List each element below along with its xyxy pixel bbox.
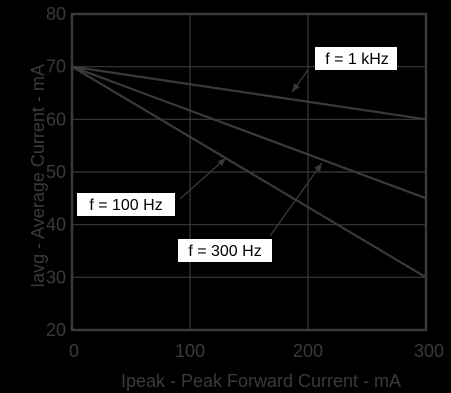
arrow-head xyxy=(314,163,322,172)
series-line-0 xyxy=(71,65,427,121)
series-name: f = 100 Hz xyxy=(89,197,162,214)
leader-line xyxy=(269,162,323,237)
y-tick-label: 30 xyxy=(46,267,66,287)
label-box xyxy=(178,239,272,262)
y-tick-label: 70 xyxy=(46,57,66,77)
series-annotations: f = 1 kHz f = 100 Hz f = 300 Hz xyxy=(77,47,397,262)
series-label-0: f = 1 kHz xyxy=(291,47,397,93)
y-tick-label: 50 xyxy=(46,162,66,182)
plot-frame xyxy=(70,12,428,332)
series-line-2 xyxy=(71,65,427,279)
label-box xyxy=(315,47,397,70)
series-name: f = 1 kHz xyxy=(325,51,389,68)
series-label-2: f = 300 Hz xyxy=(178,162,323,262)
x-tick-label: 300 xyxy=(414,341,444,361)
y-tick-label: 60 xyxy=(46,109,66,129)
series-lines xyxy=(71,65,427,279)
series-line-1 xyxy=(71,65,427,200)
y-axis-title: Iavg - Average Current - mA xyxy=(28,64,48,288)
x-tick-label: 100 xyxy=(175,341,205,361)
series-name: f = 300 Hz xyxy=(188,243,261,260)
series-label-1: f = 100 Hz xyxy=(77,157,227,216)
arrow-head xyxy=(217,158,226,167)
tick-labels: 20 30 40 50 60 70 80 0 100 200 300 xyxy=(46,4,444,361)
label-box xyxy=(77,193,175,216)
x-tick-label: 0 xyxy=(69,341,79,361)
x-axis-title: Ipeak - Peak Forward Current - mA xyxy=(121,371,401,391)
y-tick-label: 40 xyxy=(46,215,66,235)
x-tick-label: 200 xyxy=(293,341,323,361)
y-tick-label: 20 xyxy=(46,320,66,340)
leader-line xyxy=(179,157,227,200)
arrow-head xyxy=(292,83,300,92)
y-tick-label: 80 xyxy=(46,4,66,24)
